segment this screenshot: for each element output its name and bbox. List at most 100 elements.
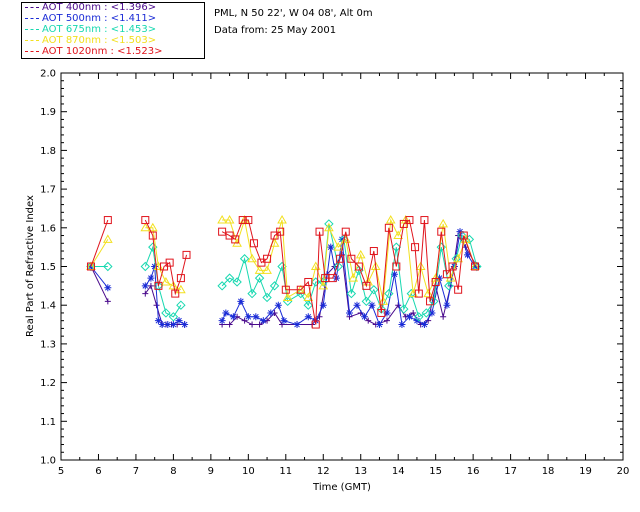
legend-entry: AOT 400nm : <1.396>	[25, 1, 156, 15]
data-point	[315, 227, 324, 236]
data-point	[444, 281, 454, 291]
data-point	[140, 261, 151, 272]
data-point	[453, 253, 464, 263]
data-point	[414, 312, 424, 322]
y-tick-label: 1.7	[40, 185, 56, 196]
data-point	[282, 292, 293, 301]
y-tick-label: 1.0	[40, 456, 56, 467]
data-point	[355, 249, 366, 259]
data-point	[226, 321, 233, 328]
x-tick-label: 17	[504, 466, 517, 477]
data-point	[368, 301, 376, 309]
data-point	[361, 296, 372, 307]
data-point	[141, 216, 150, 225]
data-point	[176, 300, 186, 310]
legend-entry: AOT 500nm : <1.411>	[25, 12, 156, 26]
y-tick-label: 1.1	[40, 417, 56, 428]
x-tick-label: 16	[467, 466, 480, 477]
y-tick-label: 1.4	[40, 301, 56, 312]
data-point	[348, 273, 359, 282]
data-point	[338, 235, 346, 243]
data-point	[362, 281, 371, 290]
data-point	[171, 289, 180, 298]
x-tick-label: 11	[279, 466, 292, 477]
data-point	[148, 231, 157, 240]
data-point	[327, 243, 335, 251]
data-point	[252, 313, 260, 321]
data-point	[354, 262, 363, 271]
legend-entry: AOT 675nm : <1.453>	[25, 23, 156, 37]
data-point	[428, 309, 436, 317]
data-point	[249, 321, 256, 328]
data-point	[229, 313, 237, 321]
series-layer	[86, 215, 482, 329]
data-point	[454, 285, 463, 294]
data-point	[353, 301, 361, 309]
data-point	[405, 313, 413, 321]
data-point	[140, 222, 151, 232]
data-point	[423, 288, 434, 298]
x-tick-label: 9	[208, 466, 214, 477]
data-point	[168, 312, 179, 322]
data-point	[237, 297, 245, 305]
data-point	[319, 301, 327, 309]
data-point	[262, 265, 272, 274]
y-tick-label: 1.3	[40, 339, 56, 350]
legend-label: AOT 400nm : <1.396>	[42, 2, 157, 13]
data-point	[269, 281, 280, 291]
data-point	[244, 216, 253, 225]
data-point	[442, 270, 451, 279]
data-point	[414, 289, 423, 298]
data-point	[87, 263, 95, 270]
data-point	[384, 223, 393, 232]
x-tick-label: 19	[579, 466, 592, 477]
data-point	[104, 298, 111, 305]
data-point	[390, 270, 398, 278]
data-point	[161, 276, 171, 286]
data-point	[154, 281, 163, 290]
data-point	[311, 320, 320, 329]
data-point	[176, 284, 186, 294]
data-point	[153, 302, 160, 309]
data-point	[411, 243, 420, 252]
data-point	[267, 309, 275, 317]
data-point	[413, 317, 421, 325]
data-point	[247, 253, 257, 263]
data-point	[426, 297, 435, 306]
data-point	[392, 262, 401, 271]
data-point	[438, 218, 449, 228]
data-point	[254, 265, 265, 274]
data-point	[443, 301, 451, 309]
data-point	[168, 280, 179, 290]
y-tick-label: 1.2	[40, 378, 56, 389]
legend-label: AOT 1020nm : <1.523>	[42, 46, 163, 57]
legend-label: AOT 675nm : <1.453>	[42, 24, 157, 35]
data-point	[304, 313, 312, 321]
data-point	[437, 227, 446, 236]
series-line	[90, 239, 109, 267]
x-tick-label: 15	[429, 466, 442, 477]
data-point	[224, 273, 235, 283]
data-point	[318, 277, 328, 287]
data-point	[345, 309, 353, 317]
data-point	[247, 288, 257, 299]
x-tick-label: 14	[392, 466, 405, 477]
data-point	[405, 216, 414, 225]
x-tick-label: 10	[242, 466, 255, 477]
data-point	[383, 309, 391, 317]
data-point	[102, 234, 113, 243]
data-point	[336, 254, 345, 263]
data-point	[395, 302, 402, 309]
axis-ticks: 5 6 7 8 9 10 11 12 13 14 15 16 17 18 19 20 1.0 1.1 1.2 1.3 1…	[40, 69, 629, 478]
series-aot-1020nm	[86, 216, 480, 329]
y-tick-label: 1.9	[40, 107, 56, 118]
data-point	[169, 321, 177, 329]
data-point	[377, 308, 386, 317]
data-point	[346, 288, 357, 299]
data-point	[339, 234, 349, 245]
data-point	[303, 292, 314, 301]
data-point	[410, 309, 417, 316]
data-point	[147, 274, 155, 282]
data-point	[369, 247, 378, 256]
